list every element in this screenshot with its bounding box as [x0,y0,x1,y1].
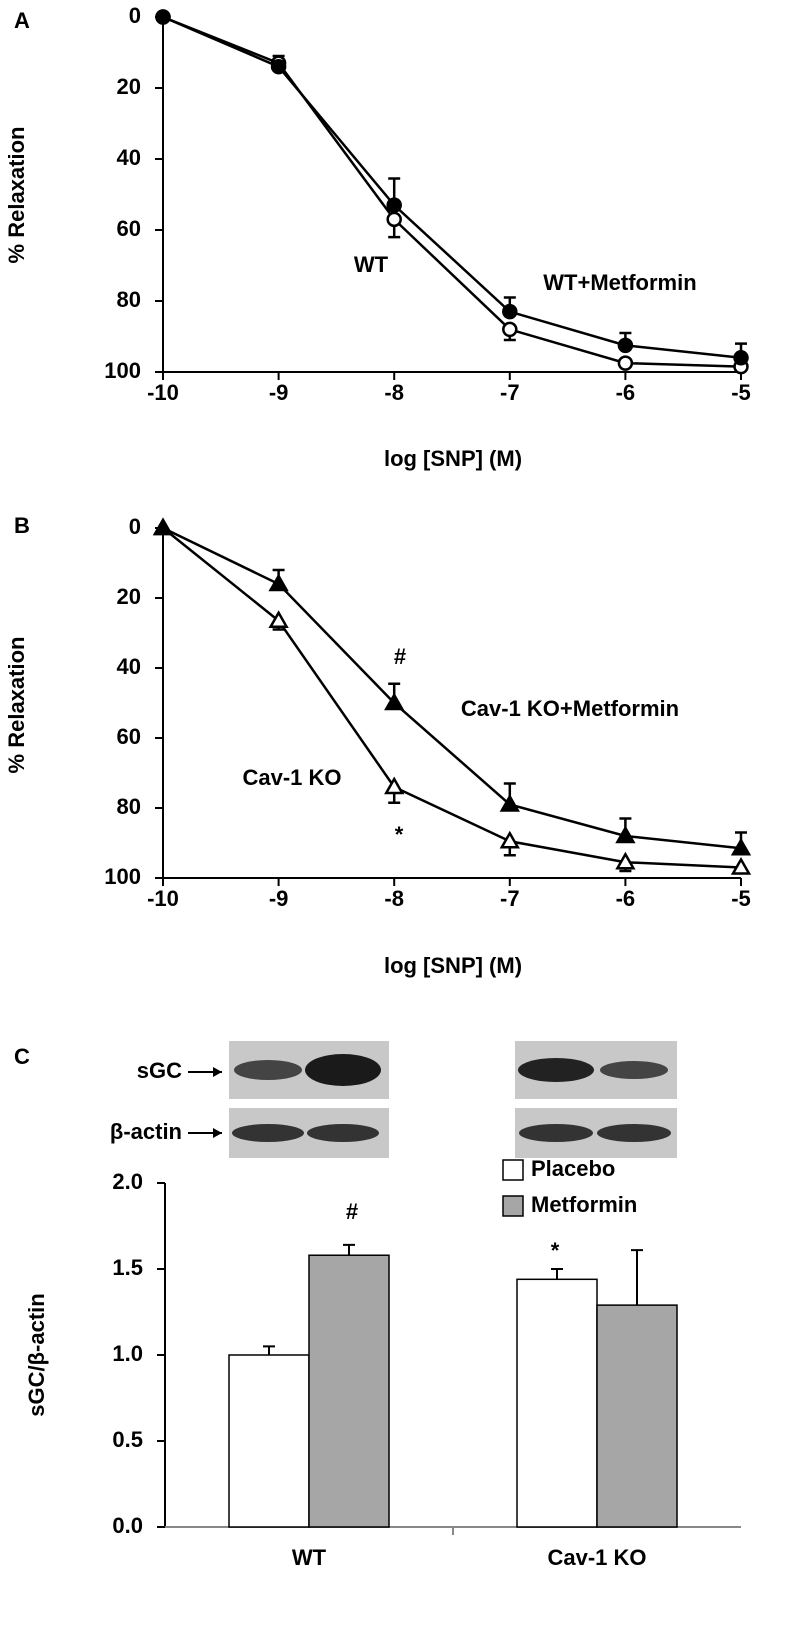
annotation: # [394,644,406,669]
x-tick-label: -8 [384,886,404,911]
marker [268,573,289,592]
panel-label: B [14,513,30,538]
x-tick-label: -10 [147,886,179,911]
y-tick-label: 0.5 [112,1427,143,1452]
annotation: WT+Metformin [543,270,696,295]
x-tick-label: -6 [616,886,636,911]
series-line [162,527,742,869]
y-tick-label: 100 [104,358,141,383]
panel-label: A [14,8,30,33]
x-tick-label: Cav-1 KO [547,1545,646,1570]
x-tick-label: -10 [147,380,179,405]
y-tick-label: 0 [129,514,141,539]
marker [502,303,518,320]
error-bar [551,1268,563,1280]
y-axis-title: sGC/β-actin [24,1293,49,1416]
series-line [162,526,742,850]
annotation: * [551,1238,560,1263]
marker [502,321,518,338]
marker [499,830,520,849]
y-tick-label: 80 [117,794,141,819]
series-line [162,15,742,360]
y-tick-label: 40 [117,654,141,679]
marker [386,211,402,228]
blot-images [188,1041,677,1158]
y-tick-label: 1.0 [112,1341,143,1366]
y-tick-label: 2.0 [112,1169,143,1194]
annotation: Cav-1 KO+Metformin [461,696,679,721]
marker [155,9,171,25]
marker [730,837,752,856]
marker [615,825,636,844]
x-tick-label: -5 [731,380,751,405]
marker [615,851,636,870]
y-tick-label: 20 [117,74,141,99]
bar [516,1278,598,1528]
legend-swatch [502,1159,524,1181]
marker [730,856,752,875]
marker [152,517,174,536]
error-bar [631,1249,643,1306]
legend-label: Metformin [531,1192,637,1217]
marker [270,58,287,75]
annotation: Cav-1 KO [242,765,341,790]
x-tick-label: -6 [616,380,636,405]
error-bar [343,1243,355,1256]
y-axis-title: % Relaxation [4,127,29,264]
x-axis-title: log [SNP] (M) [384,446,522,471]
y-tick-label: 60 [117,216,141,241]
legend-swatch [502,1195,524,1217]
y-tick-label: 100 [104,864,141,889]
bar [228,1354,310,1528]
x-tick-label: -5 [731,886,751,911]
y-tick-label: 1.5 [112,1255,143,1280]
series-line [162,15,742,368]
y-tick-label: 40 [117,145,141,170]
x-axis-title: log [SNP] (M) [384,953,522,978]
annotation: WT [354,252,389,277]
panel-label: C [14,1044,30,1069]
marker [617,337,634,354]
y-tick-label: 0 [129,3,141,28]
x-tick-label: -8 [384,380,404,405]
y-tick-label: 80 [117,287,141,312]
error-bar [263,1345,275,1355]
marker [499,793,520,812]
bar [596,1304,678,1528]
annotation: * [395,822,404,847]
y-tick-label: 60 [117,724,141,749]
x-tick-label: WT [292,1545,327,1570]
x-tick-label: -7 [500,886,520,911]
y-axis-title: % Relaxation [4,637,29,774]
x-tick-label: -7 [500,380,520,405]
y-tick-label: 0.0 [112,1513,143,1538]
x-tick-label: -9 [269,886,289,911]
marker [384,692,405,711]
bar [308,1254,390,1528]
y-tick-label: 20 [117,584,141,609]
marker [386,197,402,213]
blot-label: sGC [137,1058,182,1083]
marker [733,350,749,366]
marker [384,776,405,795]
x-tick-label: -9 [269,380,289,405]
blot-label: β-actin [110,1119,182,1144]
marker [268,610,289,628]
marker [617,355,634,371]
legend-label: Placebo [531,1156,615,1181]
annotation: # [346,1199,358,1224]
